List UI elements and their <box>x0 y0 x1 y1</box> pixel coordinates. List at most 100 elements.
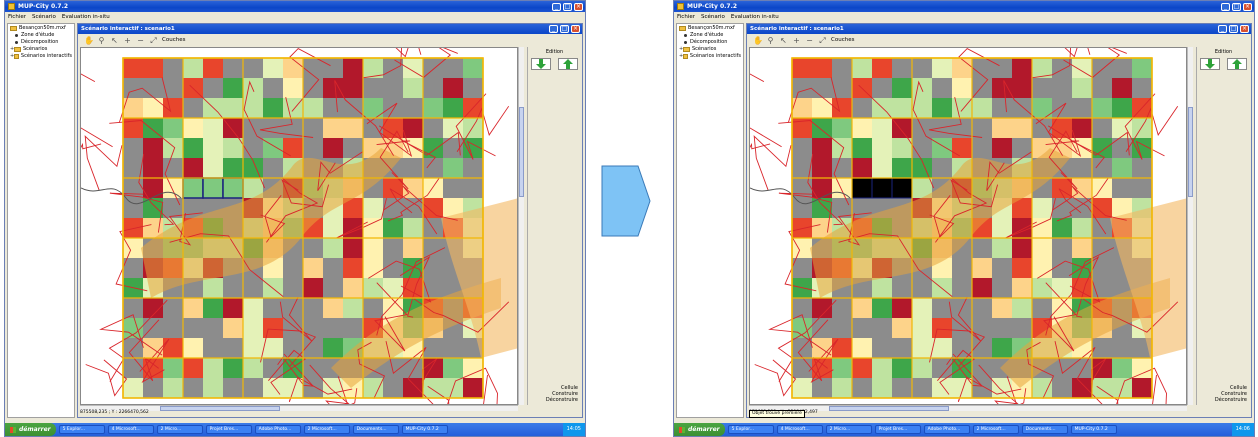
pan-hand-icon[interactable]: ✋ <box>84 35 94 45</box>
arrow-down-icon <box>1205 59 1216 69</box>
zoom-in-icon[interactable]: + <box>793 35 800 45</box>
start-button[interactable]: démarrer <box>674 423 725 436</box>
tree-item-scenarios[interactable]: + Scénarios <box>679 46 717 52</box>
road <box>950 179 999 208</box>
tree-item-zone[interactable]: Zone d'étude <box>679 32 741 39</box>
tree-item-scenarios[interactable]: + Scénarios <box>10 46 48 52</box>
tree-root[interactable]: Besançon50m.mxf <box>679 25 741 32</box>
minimize-button[interactable]: _ <box>552 2 561 11</box>
taskbar-item[interactable]: MUP-City 0.7.2 <box>1070 425 1117 434</box>
zoom-out-icon[interactable]: − <box>806 35 813 45</box>
demolish-button[interactable] <box>1226 58 1247 70</box>
map-cell <box>263 378 283 398</box>
zoom-icon[interactable]: ⚲ <box>98 35 105 45</box>
vertical-scrollbar[interactable] <box>518 47 524 405</box>
taskbar-item[interactable]: MUP-City 0.7.2 <box>401 425 448 434</box>
taskbar-item[interactable]: 5 Explor... <box>58 425 105 434</box>
tree-item-scenarios-interactifs[interactable]: + Scénarios interactifs <box>679 53 741 59</box>
map-cell <box>852 158 872 178</box>
map-canvas[interactable] <box>750 48 1187 405</box>
taskbar-item[interactable]: 2 Microsoft... <box>303 425 350 434</box>
tree-item-scenarios-interactifs[interactable]: + Scénarios interactifs <box>10 53 72 59</box>
menu-scenario[interactable]: Scénario <box>31 13 56 20</box>
pan-hand-icon[interactable]: ✋ <box>753 35 763 45</box>
road <box>1058 188 1107 235</box>
taskbar-item[interactable]: Projet Bres... <box>205 425 252 434</box>
taskbar-item[interactable]: 2 Micro... <box>156 425 203 434</box>
scrollbar-thumb[interactable] <box>829 406 949 411</box>
taskbar-item[interactable]: Projet Bres... <box>874 425 921 434</box>
taskbar-item[interactable]: Documents... <box>352 425 399 434</box>
full-extent-icon[interactable]: ⤢ <box>819 35 826 45</box>
menu-evaluation[interactable]: Evaluation in-situ <box>730 13 779 20</box>
expand-icon[interactable]: + <box>10 46 15 52</box>
pointer-icon[interactable]: ↖ <box>780 35 787 45</box>
map-cell <box>443 178 463 198</box>
scrollbar-thumb[interactable] <box>160 406 280 411</box>
map-view[interactable] <box>80 47 518 405</box>
menu-evaluation[interactable]: Evaluation in-situ <box>61 13 110 20</box>
taskbar-item[interactable]: 5 Explor... <box>727 425 774 434</box>
demolish-button[interactable] <box>557 58 578 70</box>
build-button[interactable] <box>531 58 552 70</box>
zoom-in-icon[interactable]: + <box>124 35 131 45</box>
menu-fichier[interactable]: Fichier <box>677 13 695 20</box>
full-extent-icon[interactable]: ⤢ <box>150 35 157 45</box>
taskbar-item[interactable]: 4 Microsoft... <box>107 425 154 434</box>
taskbar-item[interactable]: Documents... <box>1021 425 1068 434</box>
horizontal-scrollbar[interactable] <box>80 405 518 411</box>
close-button[interactable]: × <box>571 25 580 33</box>
start-button[interactable]: démarrer <box>5 423 56 436</box>
tree-item-decomposition[interactable]: Décomposition <box>10 39 72 46</box>
menu-fichier[interactable]: Fichier <box>8 13 26 20</box>
zoom-out-icon[interactable]: − <box>137 35 144 45</box>
build-button[interactable] <box>1200 58 1221 70</box>
map-cell <box>1112 138 1132 158</box>
expand-icon[interactable]: + <box>10 53 15 59</box>
maximize-button[interactable]: □ <box>1229 25 1238 33</box>
maximize-button[interactable]: □ <box>560 25 569 33</box>
map-canvas[interactable] <box>81 48 518 405</box>
map-cell <box>1032 218 1052 238</box>
taskbar-item[interactable]: 2 Micro... <box>825 425 872 434</box>
taskbar-item[interactable]: 2 Microsoft... <box>972 425 1019 434</box>
tree-root[interactable]: Besançon50m.mxf <box>10 25 72 32</box>
map-cell <box>143 378 163 398</box>
taskbar-item[interactable]: Adobe Photo... <box>254 425 301 434</box>
layers-label[interactable]: Couches <box>162 37 186 43</box>
tree-item-zone[interactable]: Zone d'étude <box>10 32 72 39</box>
vertical-scrollbar[interactable] <box>1187 47 1193 405</box>
maximize-button[interactable]: □ <box>1232 2 1241 11</box>
layers-label[interactable]: Couches <box>831 37 855 43</box>
road <box>169 233 284 297</box>
menu-scenario[interactable]: Scénario <box>700 13 725 20</box>
map-cell <box>832 298 852 318</box>
map-cell <box>443 198 463 218</box>
map-cell <box>912 98 932 118</box>
map-cell <box>812 118 832 138</box>
minimize-button[interactable]: _ <box>1218 25 1227 33</box>
horizontal-scrollbar[interactable] <box>749 405 1187 411</box>
zoom-icon[interactable]: ⚲ <box>767 35 774 45</box>
folder-icon <box>679 26 686 31</box>
map-view[interactable] <box>749 47 1187 405</box>
maximize-button[interactable]: □ <box>563 2 572 11</box>
expand-icon[interactable]: + <box>679 53 684 59</box>
taskbar-item[interactable]: 4 Microsoft... <box>776 425 823 434</box>
close-button[interactable]: × <box>574 2 583 11</box>
map-cell <box>912 338 932 358</box>
minimize-button[interactable]: _ <box>549 25 558 33</box>
scrollbar-thumb[interactable] <box>1188 107 1193 197</box>
close-button[interactable]: × <box>1240 25 1249 33</box>
minimize-button[interactable]: _ <box>1221 2 1230 11</box>
scrollbar-thumb[interactable] <box>519 107 524 197</box>
pointer-icon[interactable]: ↖ <box>111 35 118 45</box>
taskbar-item[interactable]: Adobe Photo... <box>923 425 970 434</box>
expand-icon[interactable]: + <box>679 46 684 52</box>
close-button[interactable]: × <box>1243 2 1252 11</box>
map-cell <box>123 198 143 218</box>
road <box>1056 178 1109 222</box>
tree-item-decomposition[interactable]: Décomposition <box>679 39 741 46</box>
road <box>777 299 837 382</box>
map-cell <box>852 138 872 158</box>
